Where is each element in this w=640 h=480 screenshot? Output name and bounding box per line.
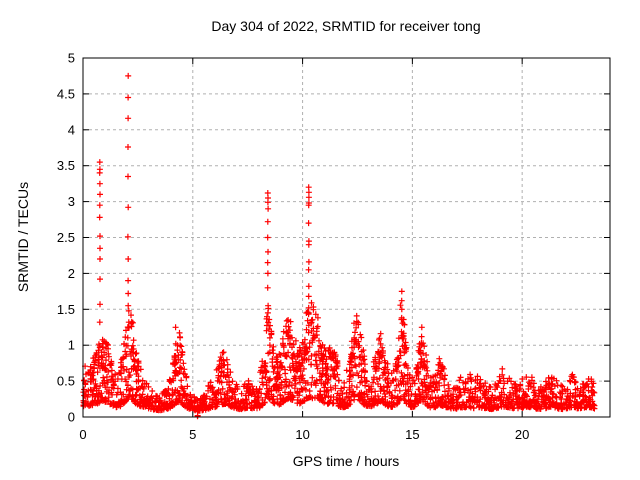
x-tick-label: 5 — [189, 427, 196, 442]
x-tick-label: 10 — [295, 427, 309, 442]
y-tick-label: 0 — [68, 410, 75, 425]
x-tick-label: 15 — [405, 427, 419, 442]
x-axis-label: GPS time / hours — [293, 453, 400, 469]
y-tick-label: 5 — [68, 51, 75, 66]
grid-lines — [83, 58, 610, 417]
y-tick-label: 4.5 — [57, 86, 75, 101]
chart-title: Day 304 of 2022, SRMTID for receiver ton… — [211, 18, 480, 34]
y-tick-label: 4 — [68, 122, 75, 137]
y-tick-label: 3 — [68, 194, 75, 209]
y-tick-label: 2.5 — [57, 230, 75, 245]
y-tick-label: 0.5 — [57, 374, 75, 389]
y-tick-label: 1 — [68, 338, 75, 353]
tick-labels: 0 0.5 1 1.5 2 2.5 3 3.5 4 4.5 5 0 5 10 15 20 — [57, 51, 529, 443]
plot-border — [82, 57, 611, 418]
scatter-points — [80, 72, 598, 420]
y-tick-label: 2 — [68, 266, 75, 281]
x-tick-label: 0 — [79, 427, 86, 442]
y-tick-label: 3.5 — [57, 158, 75, 173]
y-tick-label: 1.5 — [57, 302, 75, 317]
x-tick-label: 20 — [515, 427, 529, 442]
y-axis-label: SRMTID / TECUs — [15, 182, 31, 292]
